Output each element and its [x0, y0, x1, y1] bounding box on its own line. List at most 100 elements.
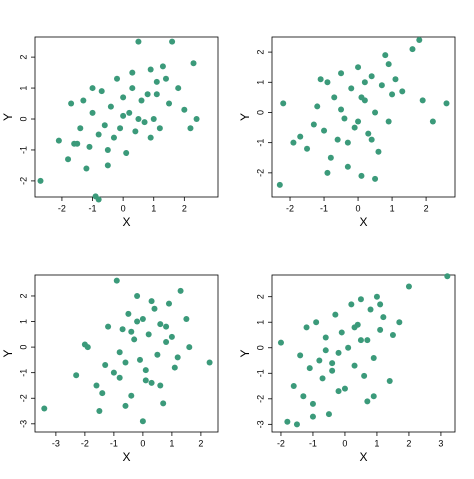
- point: [113, 277, 120, 284]
- point: [102, 362, 109, 369]
- point: [142, 367, 149, 374]
- x-axis-title: X: [122, 215, 130, 229]
- point: [297, 352, 304, 359]
- point: [150, 116, 157, 123]
- point: [116, 374, 123, 381]
- point: [348, 301, 355, 308]
- point: [317, 76, 324, 83]
- point: [142, 377, 149, 384]
- point: [304, 145, 311, 152]
- y-tick-label: 1: [255, 320, 265, 325]
- plot-frame: [271, 36, 456, 198]
- y-tick-label: 0: [255, 110, 265, 115]
- point: [372, 109, 379, 116]
- point: [280, 100, 287, 107]
- x-tick-label: 0: [140, 438, 145, 448]
- point: [325, 411, 332, 418]
- y-tick-label: 2: [255, 294, 265, 299]
- point: [105, 323, 112, 330]
- x-tick-label: 1: [151, 203, 156, 213]
- point: [386, 377, 393, 384]
- point: [166, 100, 173, 107]
- point: [341, 385, 348, 392]
- point: [114, 75, 121, 82]
- point: [177, 287, 184, 294]
- x-tick-label: 0: [121, 203, 126, 213]
- point: [378, 82, 385, 89]
- point: [162, 75, 169, 82]
- point: [444, 273, 451, 280]
- point: [310, 121, 317, 128]
- point: [361, 372, 368, 379]
- point: [95, 131, 102, 138]
- point: [107, 103, 114, 110]
- point: [364, 398, 371, 405]
- point: [332, 311, 339, 318]
- point: [335, 349, 342, 356]
- point: [134, 318, 141, 325]
- point: [327, 154, 334, 161]
- point: [174, 354, 181, 361]
- point: [98, 88, 105, 95]
- point: [135, 38, 142, 45]
- y-tick-label: -2: [255, 169, 265, 177]
- x-tick-label: 3: [438, 438, 443, 448]
- point: [123, 150, 130, 157]
- point: [367, 306, 374, 313]
- point: [306, 365, 313, 372]
- point: [136, 356, 143, 363]
- y-tick-label: -1: [18, 146, 28, 154]
- x-tick-label: 2: [406, 438, 411, 448]
- point: [122, 359, 129, 366]
- y-tick-label: -3: [18, 420, 28, 428]
- point: [358, 172, 365, 179]
- point: [171, 364, 178, 371]
- point: [148, 298, 155, 305]
- point: [416, 37, 423, 44]
- point: [370, 354, 377, 361]
- point: [372, 175, 379, 182]
- point: [138, 97, 145, 104]
- x-tick-label: 0: [356, 203, 361, 213]
- y-tick-label: -1: [18, 369, 28, 377]
- point: [382, 52, 389, 59]
- plot-frame: [34, 36, 219, 198]
- x-tick-label: -1: [320, 203, 328, 213]
- point: [357, 296, 364, 303]
- point: [331, 94, 338, 101]
- x-axis-title: X: [359, 450, 367, 464]
- x-tick-label: 2: [198, 438, 203, 448]
- point: [41, 405, 48, 412]
- y-tick-label: -1: [255, 369, 265, 377]
- point: [322, 334, 329, 341]
- x-tick-label: -1: [309, 438, 317, 448]
- point: [89, 85, 96, 92]
- y-tick-label: 1: [255, 80, 265, 85]
- point: [163, 323, 170, 330]
- point: [68, 100, 75, 107]
- point: [380, 314, 387, 321]
- point: [153, 91, 160, 98]
- point: [368, 73, 375, 80]
- point: [324, 79, 331, 86]
- point: [297, 133, 304, 140]
- plot-frame: [271, 274, 456, 433]
- x-tick-label: -3: [52, 438, 60, 448]
- plot-frame: [34, 274, 219, 433]
- point: [405, 283, 412, 290]
- point: [144, 91, 151, 98]
- x-axis-title: X: [122, 450, 130, 464]
- y-tick-label: 0: [18, 117, 28, 122]
- x-tick-label: -2: [81, 438, 89, 448]
- point: [151, 305, 158, 312]
- point: [139, 418, 146, 425]
- point: [324, 169, 331, 176]
- point: [71, 140, 78, 147]
- point: [355, 64, 362, 71]
- point: [110, 369, 117, 376]
- point: [276, 181, 283, 188]
- point: [335, 388, 342, 395]
- point: [329, 360, 336, 367]
- point: [377, 301, 384, 308]
- point: [159, 63, 166, 70]
